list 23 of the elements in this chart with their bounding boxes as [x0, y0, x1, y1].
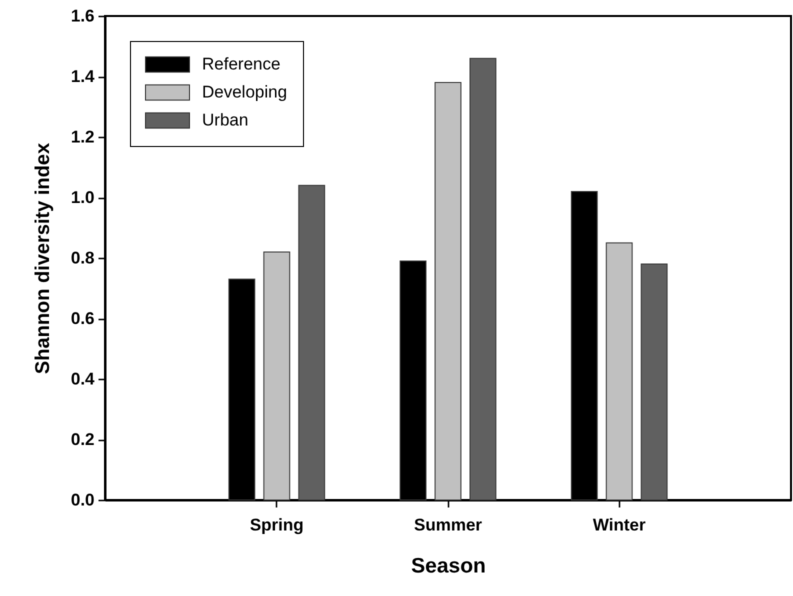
bar — [640, 264, 668, 500]
y-axis-title: Shannon diversity index — [32, 142, 54, 374]
legend-label: Developing — [202, 82, 288, 102]
y-tick-label: 0.0 — [70, 490, 94, 510]
bar — [434, 82, 462, 500]
x-tick-label: Spring — [250, 516, 304, 534]
y-tick-label: 1.2 — [70, 128, 94, 146]
y-tick-label: 1.0 — [70, 188, 94, 207]
x-tick-label: Summer — [414, 516, 482, 534]
x-axis-title: Season — [411, 554, 486, 578]
y-tick-label: 0.4 — [70, 370, 96, 388]
y-tick-label: 1.6 — [70, 6, 94, 26]
y-tick-label: 0.6 — [70, 309, 94, 328]
x-tick-label: Winter — [592, 516, 646, 534]
y-tick-label: 0.8 — [70, 248, 94, 268]
bar — [298, 184, 326, 500]
legend-label: Reference — [202, 54, 280, 74]
legend-label: Urban — [202, 110, 248, 130]
y-tick-label: 0.2 — [70, 430, 94, 449]
bar — [263, 251, 290, 500]
bar — [606, 242, 633, 500]
y-tick-label: 1.4 — [70, 67, 96, 86]
bar — [470, 58, 496, 500]
